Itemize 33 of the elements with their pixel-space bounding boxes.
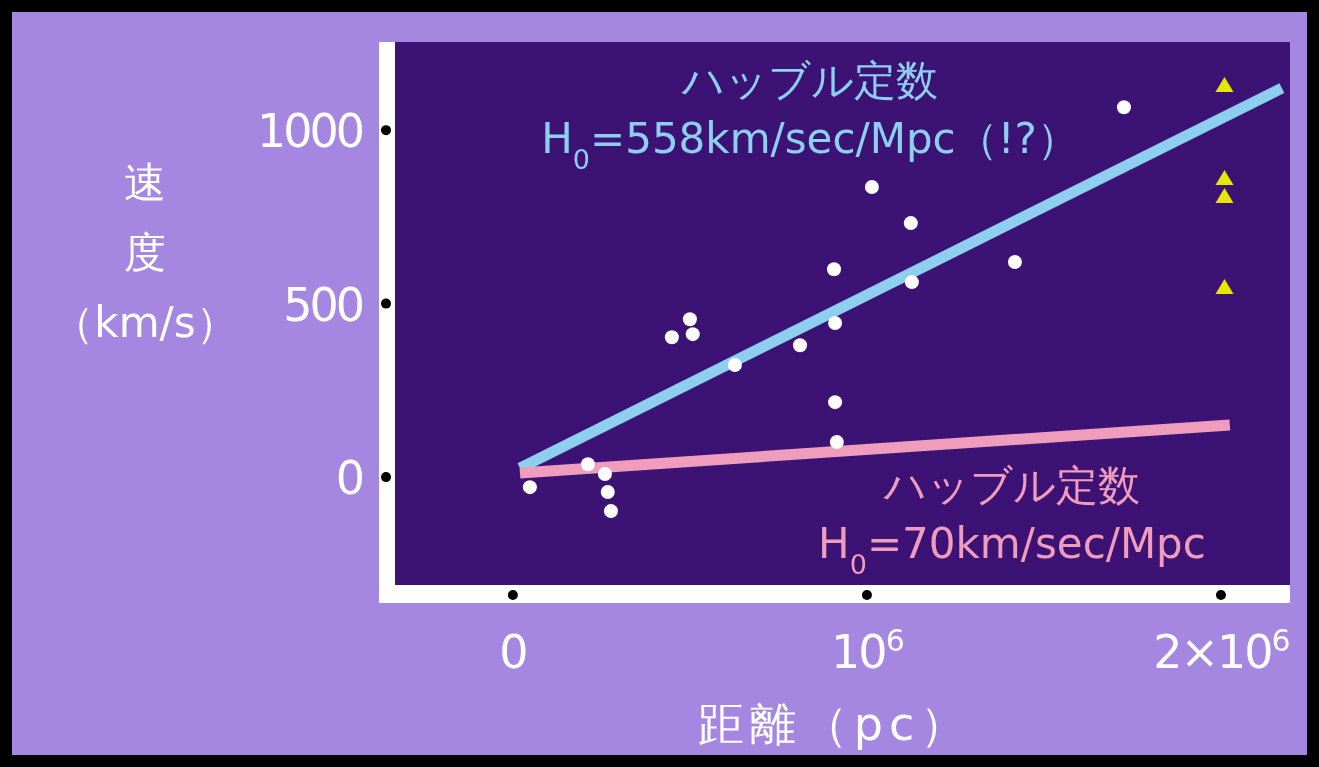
x-tick-label: 10$^{6}$ <box>831 622 904 679</box>
point <box>685 327 700 342</box>
point <box>597 466 612 481</box>
point <box>904 275 919 290</box>
point <box>864 180 879 195</box>
point <box>580 457 595 472</box>
point <box>1007 254 1022 269</box>
point <box>682 312 697 327</box>
x-axis-title: 距離（pc） <box>697 697 973 751</box>
series-label: ハッブル定数 H$_{0}$=70km/sec/Mpc <box>818 461 1206 580</box>
point <box>522 480 537 495</box>
y-tick-label: 500 <box>283 277 363 332</box>
point <box>829 435 844 450</box>
point <box>664 330 679 345</box>
point <box>603 504 618 519</box>
point <box>1215 188 1234 204</box>
point <box>827 262 841 277</box>
point <box>727 358 742 373</box>
point <box>600 485 615 500</box>
x-tick-label: 2×10$^{6}$ <box>1153 622 1290 679</box>
point <box>828 316 843 331</box>
y-tick-label: 0 <box>335 451 363 506</box>
point <box>793 338 808 353</box>
point <box>1215 77 1234 93</box>
point <box>903 216 918 231</box>
y-axis-title: 速度（km/s） <box>52 158 238 347</box>
point <box>828 395 843 410</box>
text: ハッブル定数 H$_{0}$=558km/sec/Mpc（!?） <box>541 56 1079 175</box>
x-tick-label: 0 <box>499 625 527 679</box>
point <box>1215 278 1234 294</box>
y-tick-label: 1000 <box>256 104 363 159</box>
point <box>1116 100 1131 115</box>
point <box>1215 170 1234 186</box>
